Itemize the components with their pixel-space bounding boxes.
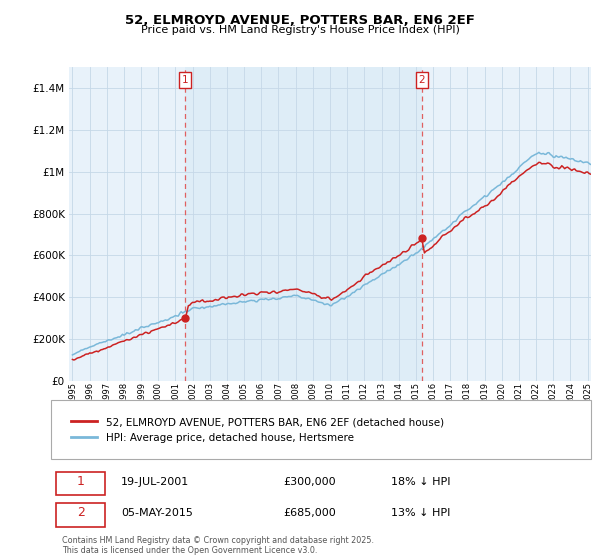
Text: 2: 2	[418, 75, 425, 85]
Bar	[185, 67, 422, 381]
Text: Contains HM Land Registry data © Crown copyright and database right 2025.
This d: Contains HM Land Registry data © Crown c…	[62, 536, 374, 555]
Text: 13% ↓ HPI: 13% ↓ HPI	[391, 508, 451, 518]
Text: £685,000: £685,000	[283, 508, 336, 518]
FancyBboxPatch shape	[51, 400, 591, 459]
Legend: 52, ELMROYD AVENUE, POTTERS BAR, EN6 2EF (detached house), HPI: Average price, d: 52, ELMROYD AVENUE, POTTERS BAR, EN6 2EF…	[67, 413, 448, 447]
Text: 19-JUL-2001: 19-JUL-2001	[121, 477, 190, 487]
Text: 18% ↓ HPI: 18% ↓ HPI	[391, 477, 451, 487]
FancyBboxPatch shape	[56, 503, 105, 526]
Text: 2: 2	[77, 506, 85, 520]
Text: £300,000: £300,000	[283, 477, 336, 487]
Text: 52, ELMROYD AVENUE, POTTERS BAR, EN6 2EF: 52, ELMROYD AVENUE, POTTERS BAR, EN6 2EF	[125, 14, 475, 27]
Text: 1: 1	[77, 475, 85, 488]
Text: 05-MAY-2015: 05-MAY-2015	[121, 508, 193, 518]
Text: 1: 1	[182, 75, 188, 85]
Text: Price paid vs. HM Land Registry's House Price Index (HPI): Price paid vs. HM Land Registry's House …	[140, 25, 460, 35]
FancyBboxPatch shape	[56, 472, 105, 495]
